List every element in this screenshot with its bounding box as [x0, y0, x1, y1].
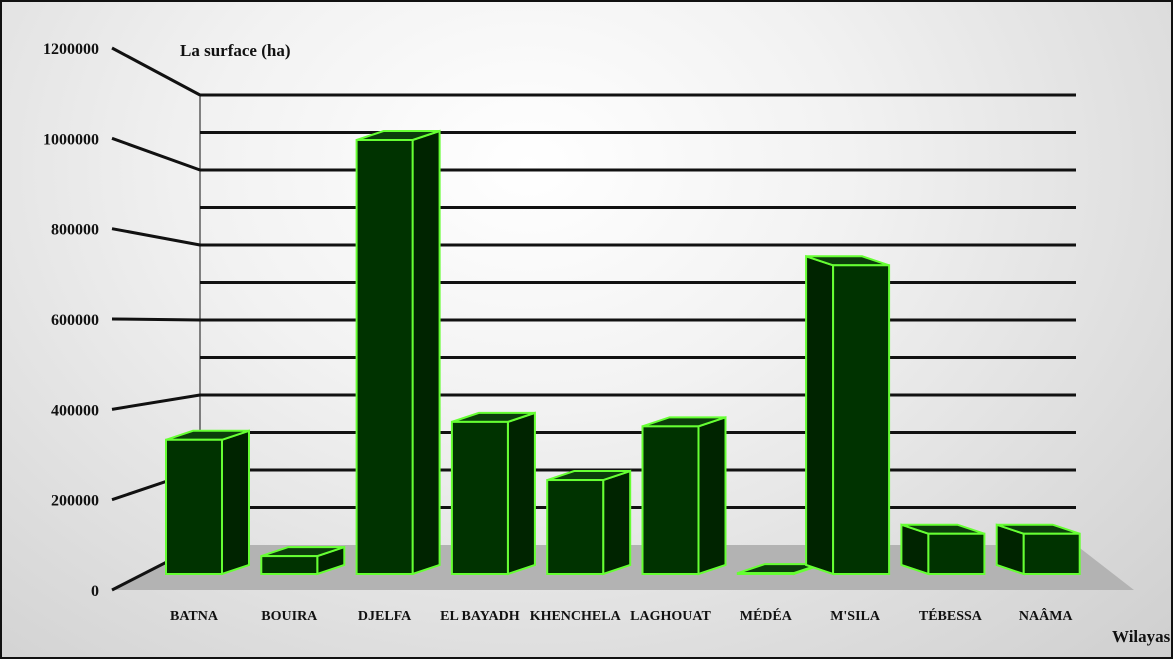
side-gridline: [111, 46, 201, 97]
x-tick-label: M'SILA: [830, 609, 881, 624]
bar-front: [355, 139, 414, 575]
bar: [546, 469, 632, 576]
bar-front: [641, 425, 700, 576]
bar-front: [1022, 532, 1081, 575]
x-tick-label: MÉDÉA: [740, 607, 793, 624]
x-tick-label: EL BAYADH: [440, 609, 520, 624]
bar-side: [506, 411, 536, 576]
x-tick-label: BATNA: [170, 609, 219, 624]
y-tick-label: 400000: [51, 402, 99, 419]
x-tick-label: DJELFA: [358, 609, 412, 624]
x-tick-label: NAÂMA: [1019, 607, 1074, 624]
y-tick-label: 800000: [51, 222, 99, 239]
bar: [995, 523, 1081, 576]
side-gridline: [111, 227, 201, 247]
bar: [900, 523, 986, 576]
bar-front: [165, 438, 223, 575]
bar-front: [736, 572, 795, 576]
bar-side: [411, 129, 441, 576]
bar-front: [927, 532, 986, 575]
x-tick-label: KHENCHELA: [530, 609, 622, 624]
bar: [260, 545, 346, 576]
side-gridline: [111, 393, 201, 411]
x-tick-label: TÉBESSA: [919, 607, 983, 624]
y-tick-label: 200000: [51, 493, 99, 510]
bar: [355, 129, 441, 576]
x-tick-label: BOUIRA: [261, 609, 318, 624]
x-tick-label: LAGHOUAT: [630, 609, 711, 624]
bar: [641, 415, 727, 576]
y-tick-label: 1000000: [43, 131, 99, 148]
x-axis-title: Wilayas: [1112, 627, 1171, 646]
bar-side: [602, 469, 632, 576]
bar: [736, 562, 822, 576]
bar-side: [805, 254, 835, 576]
bar: [805, 254, 891, 576]
side-gridline: [111, 136, 201, 172]
bar: [165, 429, 250, 576]
bar-front: [832, 264, 891, 575]
y-tick-label: 0: [91, 583, 99, 600]
bar-front: [450, 420, 509, 575]
y-tick-label: 600000: [51, 312, 99, 329]
bar-side: [697, 415, 727, 576]
bar: [450, 411, 536, 576]
bar-front: [260, 555, 319, 575]
bar-side: [221, 429, 250, 576]
side-gridline: [111, 317, 201, 322]
bar-front: [546, 479, 605, 575]
y-axis-title: La surface (ha): [180, 41, 290, 60]
y-tick-label: 1200000: [43, 41, 99, 58]
